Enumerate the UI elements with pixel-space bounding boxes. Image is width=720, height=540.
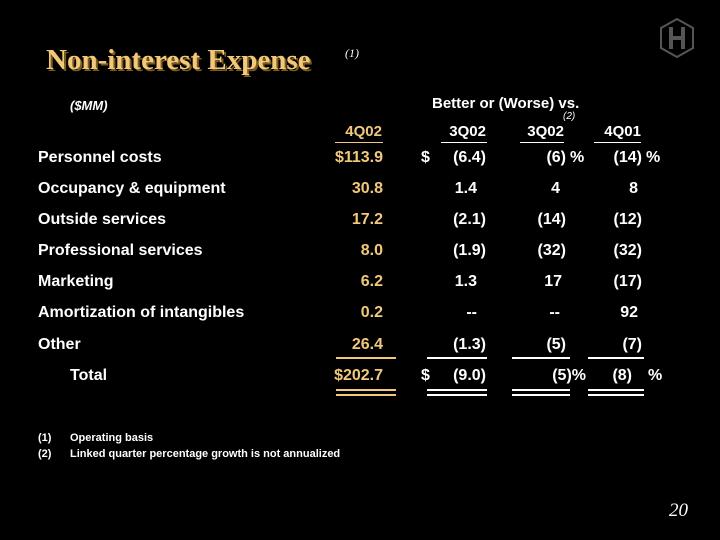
row-label-other: Other <box>38 336 81 353</box>
total-double-line <box>512 389 570 391</box>
footnote-number: (1) <box>38 432 52 444</box>
header-underline <box>594 142 641 143</box>
value-4q02: 8.0 <box>360 242 383 259</box>
row-label-professional-services: Professional services <box>38 242 203 259</box>
value-4q01: (7) <box>622 336 642 353</box>
column-header-4q01: 4Q01 <box>604 123 641 140</box>
value-4q01: (14) <box>613 149 642 166</box>
value-3q02-dollar: 1.3 <box>454 273 477 290</box>
footnote-text: Linked quarter percentage growth is not … <box>70 448 341 460</box>
title-footnote-ref: (1) <box>345 46 359 60</box>
row-label-outside-services: Outside services <box>38 211 167 228</box>
page-title: Non-interest Expense <box>46 44 311 76</box>
value-3q02-pct: 4 <box>551 180 560 197</box>
value-4q02: 30.8 <box>351 180 383 197</box>
value-4q01: (32) <box>613 242 642 259</box>
column-header-3q02-pct: 3Q02 <box>527 123 564 140</box>
value-3q02-dollar: 1.4 <box>454 180 477 197</box>
header-underline <box>520 142 564 143</box>
value-3q02-dollar: (1.9) <box>453 242 486 259</box>
comparison-footnote-ref: (2) <box>563 111 576 122</box>
footnote-number: (2) <box>38 448 52 460</box>
dollar-sign: $ <box>421 367 430 384</box>
row-label-marketing: Marketing <box>38 273 114 290</box>
units-label: ($MM) <box>70 98 108 113</box>
total-double-line <box>512 394 570 396</box>
value-4q01: (12) <box>613 211 642 228</box>
column-header-4q02: 4Q02 <box>345 123 382 140</box>
total-double-line <box>427 394 487 396</box>
total-double-line <box>588 394 644 396</box>
total-4q01: (8) <box>612 367 632 384</box>
percent-sign: % <box>570 149 585 166</box>
value-4q01: (17) <box>613 273 642 290</box>
subtotal-line <box>512 357 570 359</box>
value-3q02-dollar: (6.4) <box>453 149 486 166</box>
subtotal-line <box>588 357 644 359</box>
footnote-text: Operating basis <box>70 432 154 444</box>
total-3q02-pct: (5)% <box>552 367 586 384</box>
dollar-sign: $ <box>421 149 430 166</box>
value-4q02: 26.4 <box>351 336 383 353</box>
column-header-3q02-dollar: 3Q02 <box>449 123 486 140</box>
value-3q02-dollar: -- <box>466 304 477 321</box>
value-4q01: 8 <box>629 180 638 197</box>
total-4q02: $202.7 <box>334 367 383 384</box>
value-3q02-pct: (14) <box>537 211 566 228</box>
header-underline <box>335 142 383 143</box>
total-double-line <box>588 389 644 391</box>
value-3q02-pct: 17 <box>544 273 562 290</box>
value-3q02-pct: (6) <box>546 149 566 166</box>
row-label-personnel: Personnel costs <box>38 149 162 166</box>
header-underline <box>441 142 487 143</box>
value-3q02-dollar: (2.1) <box>453 211 486 228</box>
total-double-line <box>336 394 396 396</box>
total-double-line <box>427 389 487 391</box>
total-double-line <box>336 389 396 391</box>
subtotal-line <box>427 357 487 359</box>
value-3q02-pct: -- <box>549 304 560 321</box>
total-3q02-dollar: (9.0) <box>453 367 486 384</box>
value-3q02-pct: (32) <box>537 242 566 259</box>
value-4q02: 6.2 <box>360 273 383 290</box>
row-label-occupancy: Occupancy & equipment <box>38 180 226 197</box>
bank-monogram-logo-icon <box>660 17 694 59</box>
percent-sign: % <box>646 149 661 166</box>
value-4q02: 17.2 <box>351 211 383 228</box>
value-4q01: 92 <box>620 304 638 321</box>
comparison-header: Better or (Worse) vs. <box>432 95 580 112</box>
percent-sign: % <box>648 367 663 384</box>
row-label-amortization: Amortization of intangibles <box>38 304 245 321</box>
row-label-total: Total <box>70 367 108 384</box>
value-3q02-dollar: (1.3) <box>453 336 486 353</box>
value-4q02: 0.2 <box>360 304 383 321</box>
subtotal-line <box>336 357 396 359</box>
page-number: 20 <box>669 500 688 521</box>
value-4q02: $113.9 <box>334 149 383 166</box>
value-3q02-pct: (5) <box>546 336 566 353</box>
